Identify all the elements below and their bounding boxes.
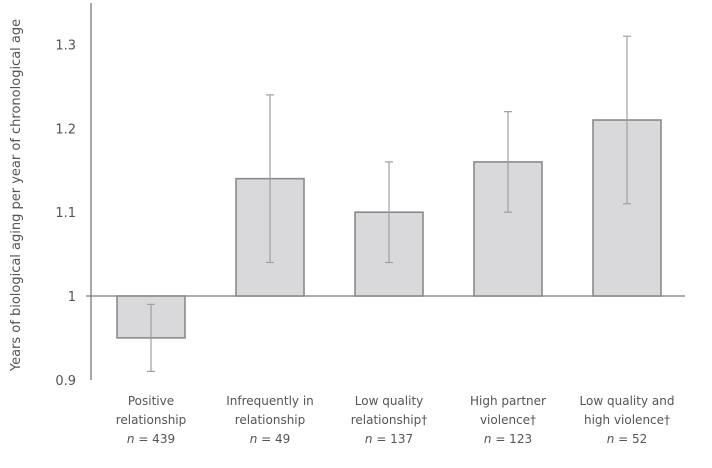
n-symbol: n <box>250 432 261 446</box>
y-tick-label: 1.1 <box>55 206 76 221</box>
n-value: = 137 <box>376 432 413 446</box>
n-value: = 439 <box>138 432 175 446</box>
n-value: = 49 <box>261 432 290 446</box>
error-bar <box>504 111 512 213</box>
error-bar <box>147 303 155 373</box>
category-label-line1: High partner <box>470 394 546 408</box>
error-bar <box>623 35 631 205</box>
bars-group <box>116 119 662 339</box>
category-label-line1: Positive <box>128 394 174 408</box>
category-label-line1: Infrequently in <box>226 394 314 408</box>
category-label-line2: relationship <box>235 413 306 427</box>
error-bar <box>266 94 274 264</box>
y-tick-label: 1.2 <box>55 122 76 137</box>
x-axis-labels: Positive relationship n = 439 Infrequently … <box>116 394 675 446</box>
y-tick-label: 1.3 <box>55 39 76 54</box>
y-tick-label: 0.9 <box>55 374 76 389</box>
category-label-line1: Low quality <box>355 394 424 408</box>
category-n-label: n = 439 <box>127 432 175 446</box>
category-label-line1: Low quality and <box>580 394 675 408</box>
category-n-label: n = 52 <box>607 432 648 446</box>
n-symbol: n <box>127 432 138 446</box>
category-label-line2: high violence† <box>584 413 670 427</box>
category-label-line2: relationship† <box>351 413 428 427</box>
n-symbol: n <box>365 432 376 446</box>
n-symbol: n <box>484 432 495 446</box>
error-bars-group <box>147 35 631 373</box>
category-n-label: n = 123 <box>484 432 532 446</box>
y-axis-label: Years of biological aging per year of ch… <box>9 19 24 372</box>
category-n-label: n = 137 <box>365 432 413 446</box>
error-bar <box>385 161 393 264</box>
y-tick-label: 1 <box>68 290 76 305</box>
category-label-line2: violence† <box>480 413 536 427</box>
y-axis-ticks: 0.9 1 1.1 1.2 1.3 <box>55 39 76 389</box>
n-value: = 52 <box>618 432 647 446</box>
n-value: = 123 <box>495 432 532 446</box>
n-symbol: n <box>607 432 618 446</box>
category-label-line2: relationship <box>116 413 187 427</box>
category-n-label: n = 49 <box>250 432 291 446</box>
